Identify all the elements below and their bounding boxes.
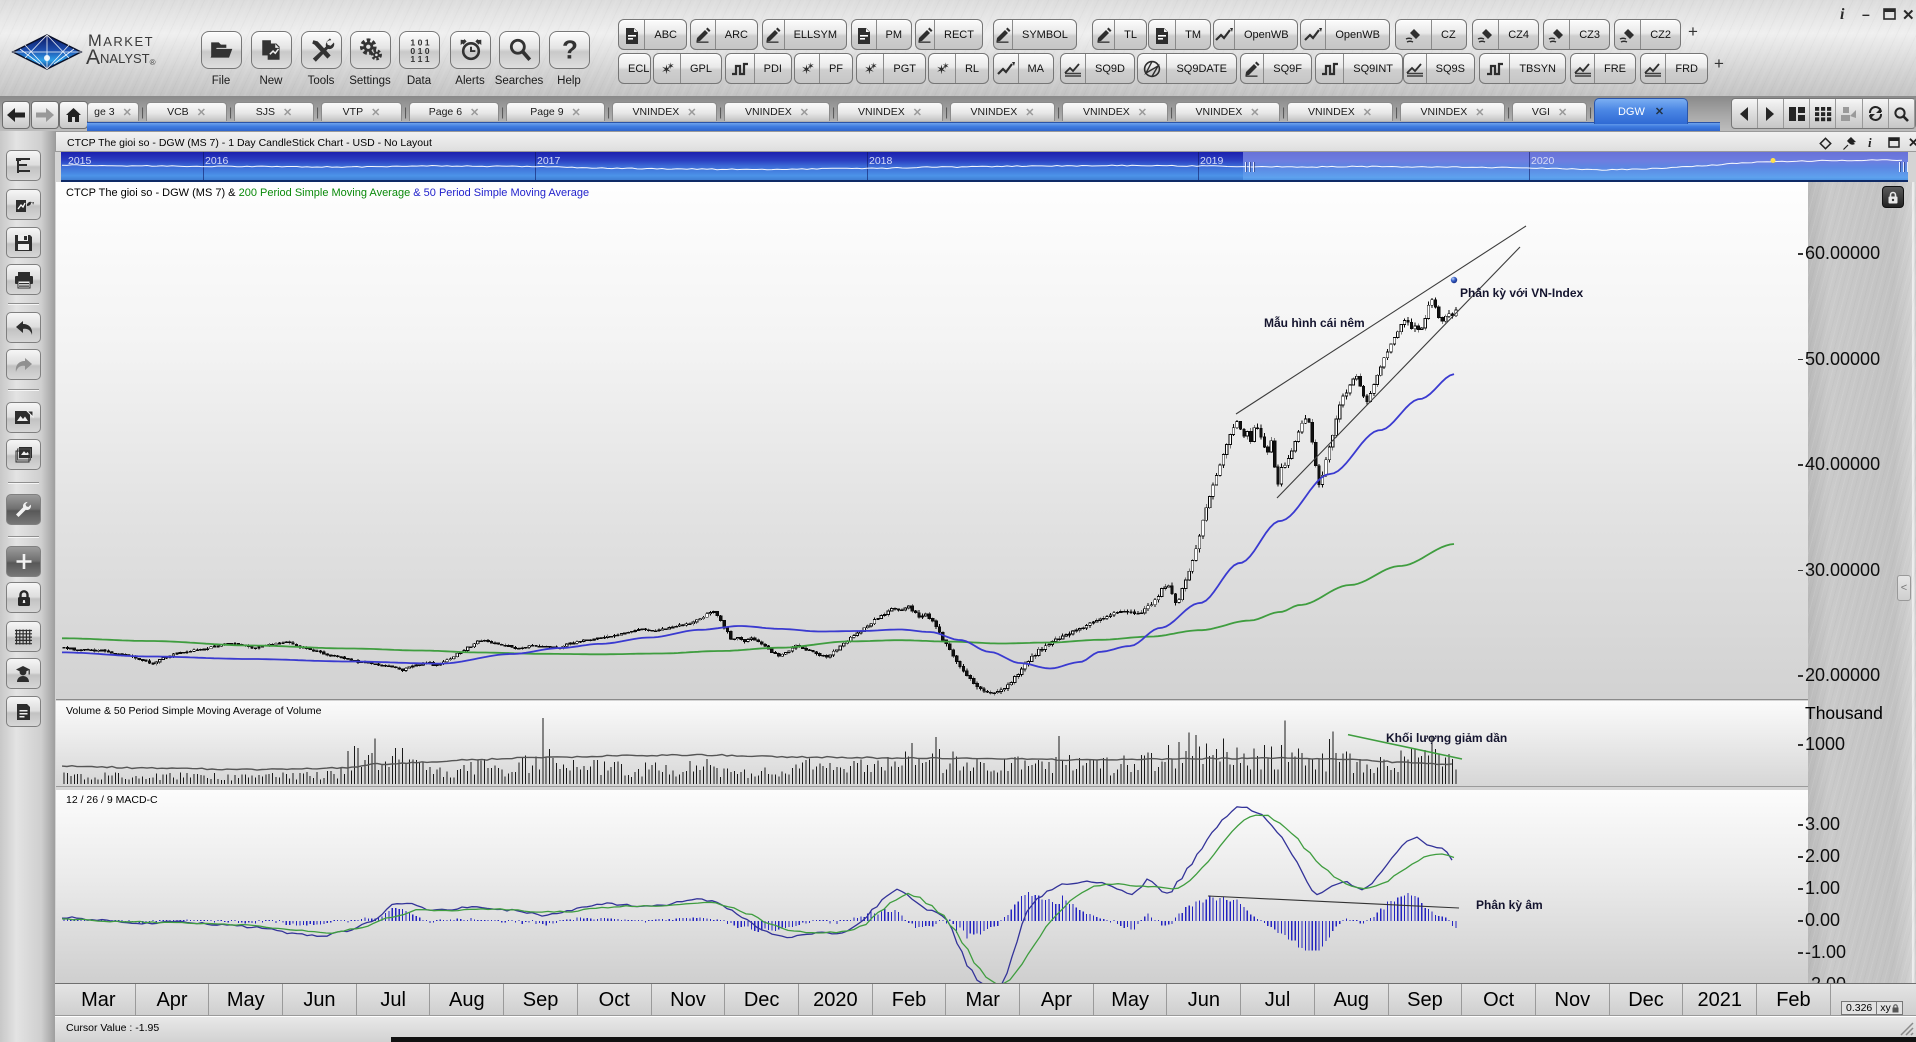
svg-text:✶: ✶ — [936, 62, 947, 77]
svg-text:?: ? — [562, 37, 578, 63]
svg-text:✶: ✶ — [864, 62, 875, 77]
svg-text:Khối lượng giảm dần: Khối lượng giảm dần — [1386, 731, 1507, 745]
svg-text:0 1 0: 0 1 0 — [410, 46, 429, 56]
svg-text:Phân kỳ với VN-Index: Phân kỳ với VN-Index — [1460, 286, 1584, 300]
svg-text:✶: ✶ — [667, 61, 675, 71]
svg-text:✶: ✶ — [870, 61, 878, 71]
svg-text:MARKET: MARKET — [88, 32, 154, 50]
svg-text:✶: ✶ — [807, 61, 815, 71]
svg-text:1 1 1: 1 1 1 — [410, 54, 429, 63]
svg-text:✶: ✶ — [661, 62, 672, 77]
svg-text:1 0 1: 1 0 1 — [410, 38, 429, 48]
svg-text:Mẫu hình cái nêm: Mẫu hình cái nêm — [1264, 315, 1365, 330]
svg-text:Phân kỳ âm: Phân kỳ âm — [1476, 898, 1543, 912]
svg-text:✶: ✶ — [801, 62, 812, 77]
svg-text:✶: ✶ — [942, 61, 950, 71]
svg-text:ANALYST®: ANALYST® — [86, 46, 156, 69]
